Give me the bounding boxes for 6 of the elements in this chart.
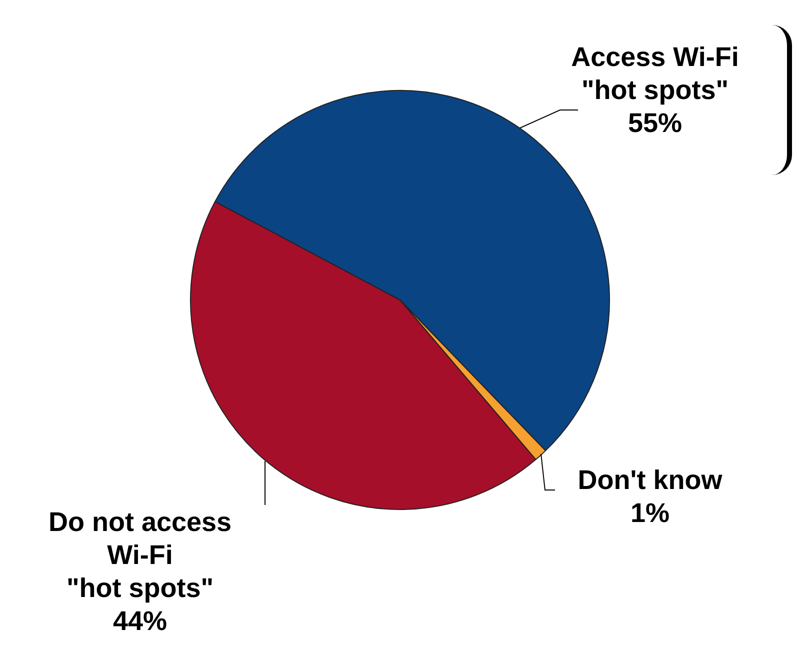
slice-label: Do not access Wi-Fi "hot spots" bbox=[48, 506, 232, 603]
data-label: 44% bbox=[112, 606, 168, 636]
slice-label: Access Wi-Fi "hot spots" bbox=[571, 42, 739, 105]
data-label: 55% bbox=[628, 108, 682, 138]
data-label: 1% bbox=[630, 498, 670, 528]
slice-label: Don't know bbox=[578, 464, 724, 495]
